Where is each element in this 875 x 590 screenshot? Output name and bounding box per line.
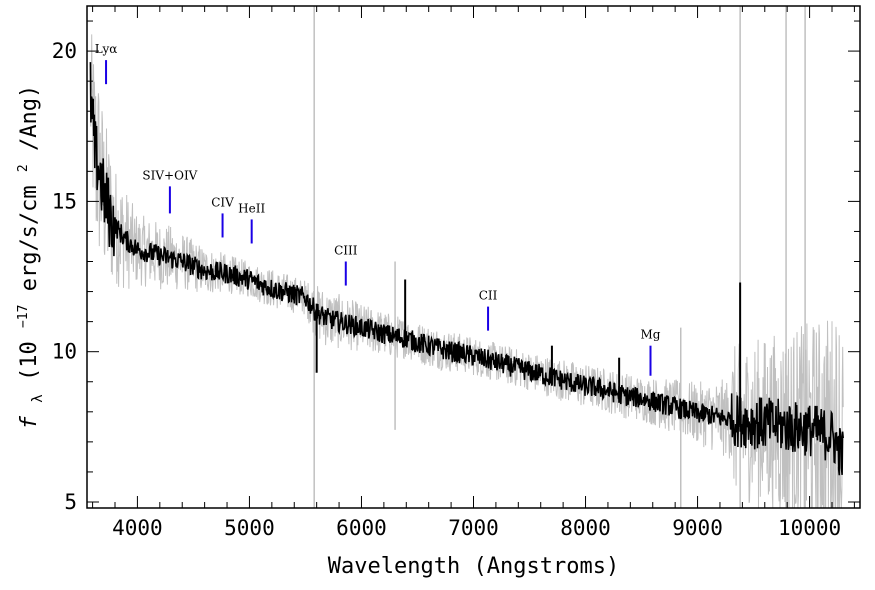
x-tick-label: 4000: [112, 516, 163, 540]
line-marker-label: CII: [479, 289, 498, 303]
y-tick-label: 15: [52, 189, 77, 213]
y-axis-title-exponent-2: 2: [16, 164, 31, 172]
y-tick-label: 20: [52, 39, 77, 63]
line-marker-label: Mg: [641, 328, 661, 342]
y-axis-title-unit-mid: erg/s/cm: [17, 185, 42, 291]
line-marker-label: Lyα: [95, 42, 118, 56]
line-marker-label: SIV+OIV: [142, 168, 197, 182]
x-tick-label: 9000: [672, 516, 723, 540]
x-tick-label: 6000: [336, 516, 387, 540]
y-tick-label: 5: [64, 490, 77, 514]
y-axis-title-subscript: λ: [30, 394, 46, 402]
error-envelope-series: [89, 34, 844, 509]
y-axis-title-symbol: f: [17, 415, 42, 429]
y-axis-title-exponent: −17: [16, 305, 31, 328]
flux-series: [89, 62, 844, 476]
x-tick-label: 7000: [448, 516, 499, 540]
x-tick-label: 10000: [778, 516, 841, 540]
y-axis-title-unit-close: /Ang): [17, 85, 42, 151]
y-tick-label: 10: [52, 340, 77, 364]
line-marker-label: CIV: [211, 195, 234, 209]
y-axis-title-unit-open: (10: [17, 341, 42, 381]
x-tick-label: 8000: [560, 516, 611, 540]
y-axis-title: f λ (10 −17 erg/s/cm 2 /Ang): [8, 85, 48, 429]
line-marker-label: CIII: [334, 244, 358, 258]
line-marker-label: HeII: [238, 201, 265, 215]
x-tick-label: 5000: [224, 516, 275, 540]
x-axis-title: Wavelength (Angstroms): [328, 554, 619, 579]
